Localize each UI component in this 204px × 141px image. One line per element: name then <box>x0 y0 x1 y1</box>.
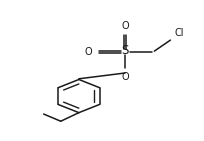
Text: S: S <box>121 44 129 57</box>
Text: Cl: Cl <box>174 28 184 38</box>
Text: O: O <box>122 72 130 82</box>
Text: O: O <box>85 47 93 57</box>
Text: O: O <box>121 21 129 31</box>
